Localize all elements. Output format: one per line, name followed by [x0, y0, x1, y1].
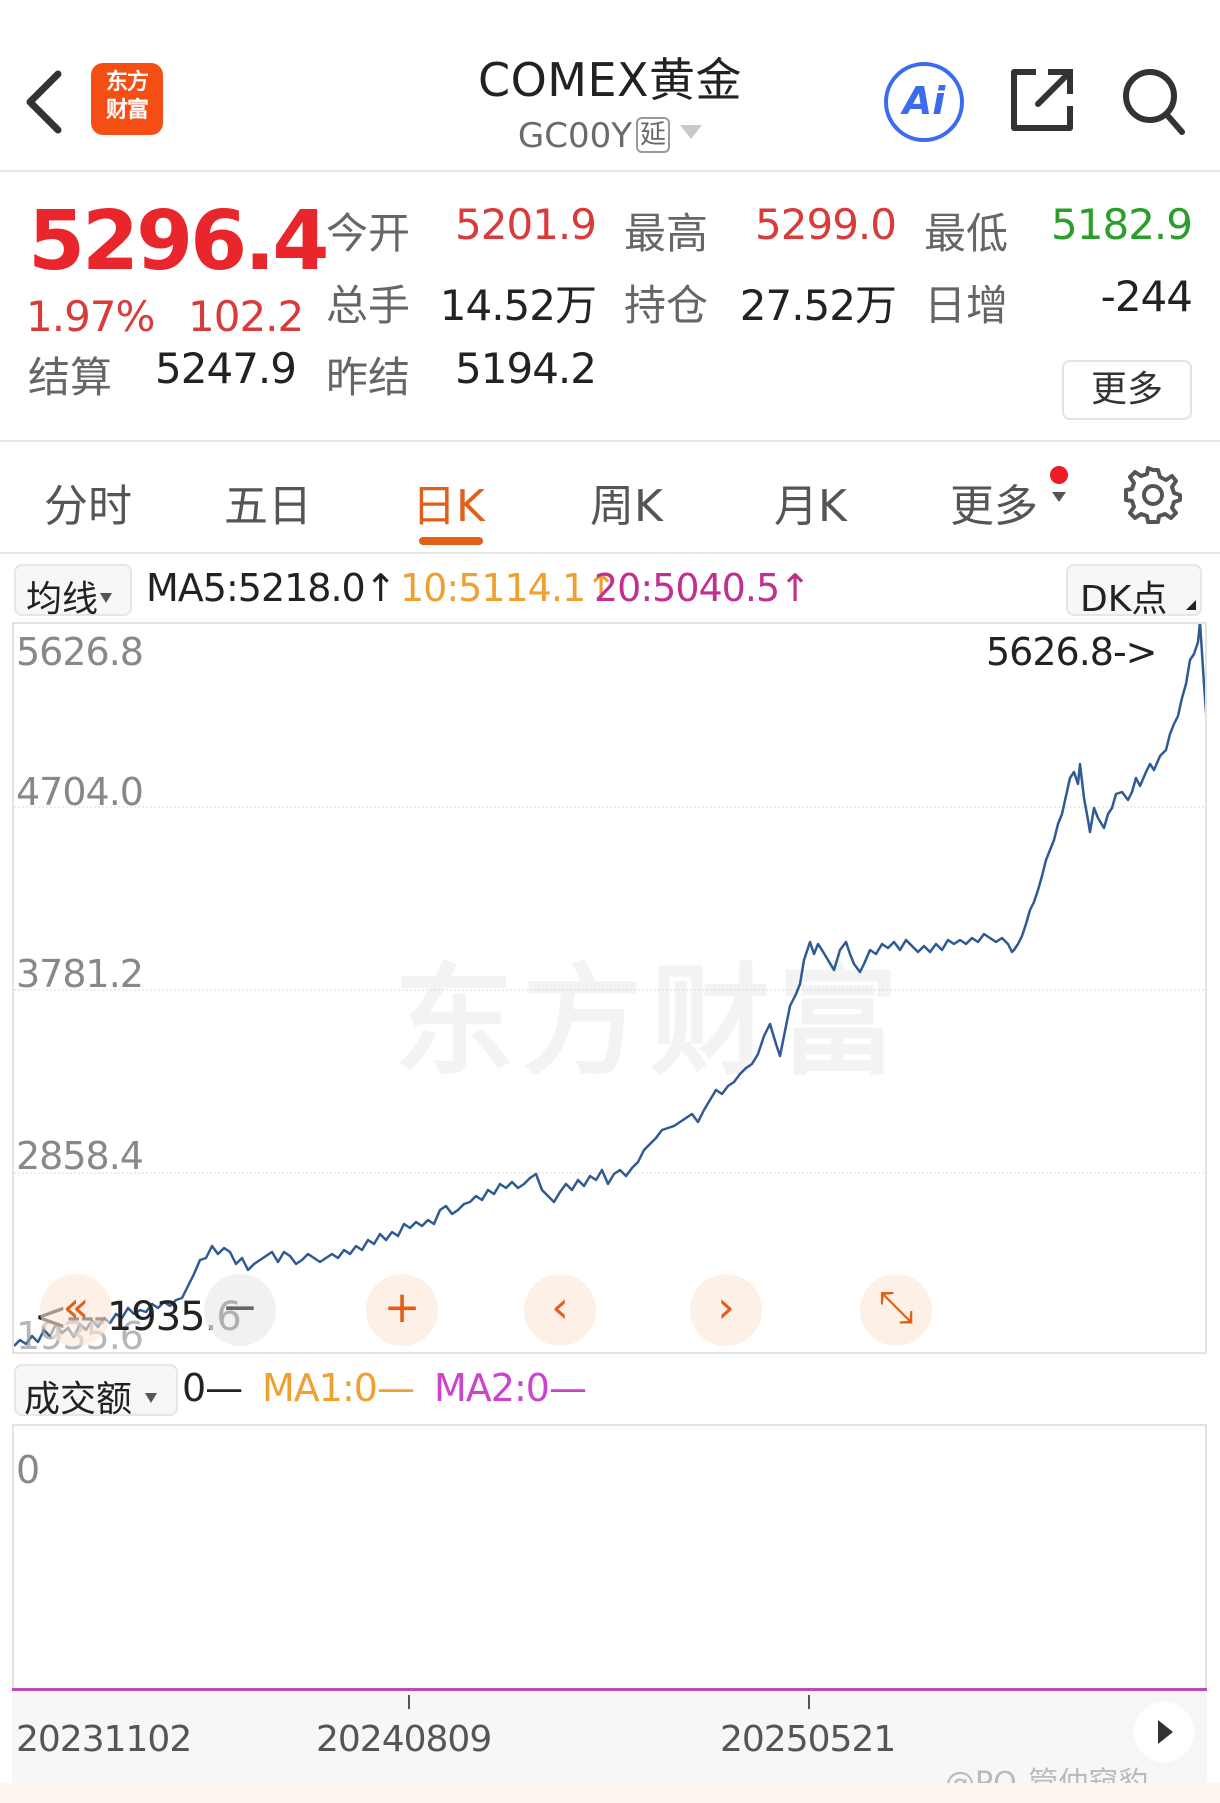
tab-daily-k[interactable]: 日K	[412, 481, 485, 532]
tab-intraday[interactable]: 分时	[44, 481, 132, 532]
ma-selector[interactable]: 均线	[14, 564, 132, 620]
daily-increase-label: 日增	[924, 281, 1009, 330]
instrument-code-row[interactable]: GC00Y 延	[0, 116, 1220, 156]
search-button[interactable]	[1120, 64, 1188, 136]
low-value: 5182.9	[1051, 200, 1193, 249]
quote-more-button[interactable]: 更多	[1062, 360, 1192, 420]
x-axis-label: 20231102	[16, 1719, 192, 1760]
play-icon	[1158, 1720, 1173, 1744]
active-tab-indicator	[419, 537, 483, 545]
high-value: 5299.0	[755, 200, 897, 249]
open-label: 今开	[326, 209, 411, 258]
volume-y-label: 0	[16, 1448, 41, 1492]
low-label: 最低	[924, 209, 1009, 258]
y-axis-label: 4704.0	[16, 770, 144, 814]
turnover-ma2: MA2:0—	[434, 1366, 587, 1410]
dk-point-toggle[interactable]: DK点	[1066, 564, 1202, 620]
instrument-code: GC00Y	[517, 116, 633, 156]
zoom-out-button[interactable]: −	[204, 1274, 276, 1346]
tab-more[interactable]: 更多	[950, 481, 1038, 532]
instrument-name: COMEX黄金	[477, 53, 743, 107]
share-icon	[1011, 69, 1073, 131]
x-tick	[408, 1695, 410, 1709]
volume-indicator-selector[interactable]: 成交额	[14, 1364, 178, 1420]
chart-settings-button[interactable]	[1124, 466, 1182, 524]
fullscreen-button[interactable]: ⤡	[860, 1274, 932, 1346]
volume-selector-label: 成交额	[24, 1379, 133, 1420]
page-title: COMEX黄金	[0, 44, 1220, 110]
y-axis-label: 2858.4	[16, 1134, 144, 1178]
open-value: 5201.9	[455, 200, 597, 249]
change-percent: 1.97%	[26, 292, 155, 341]
more-caret-icon	[1052, 492, 1066, 502]
max-price-marker: 5626.8->	[986, 630, 1158, 674]
settle-value: 5247.9	[155, 344, 297, 393]
dk-point-label: DK点	[1080, 579, 1168, 620]
price-chart[interactable]: 东方财富 5626.8 4704.0 3781.2 2858.4 1935.6 …	[12, 622, 1207, 1354]
y-axis-label: 3781.2	[16, 952, 144, 996]
period-tabs: 分时 五日 日K 周K 月K 更多	[0, 442, 1220, 554]
volume-indicator-bar: 成交额 0— MA1:0— MA2:0—	[0, 1356, 1220, 1422]
dropdown-caret-icon	[145, 1393, 158, 1403]
volume-chart[interactable]: 0	[12, 1424, 1207, 1692]
x-tick	[808, 1695, 810, 1709]
logo-text-line2: 财富	[105, 98, 149, 123]
price-line-plot	[14, 624, 1205, 1347]
share-button[interactable]	[1008, 66, 1076, 134]
zoom-in-button[interactable]: +	[366, 1274, 438, 1346]
search-icon	[1123, 69, 1185, 135]
tab-weekly-k[interactable]: 周K	[590, 481, 663, 532]
volume-ma-line	[12, 1688, 1207, 1691]
volume-value: 14.52万	[439, 281, 597, 330]
open-interest-label: 持仓	[624, 281, 709, 330]
gear-icon	[1124, 466, 1182, 524]
daily-increase-value: -244	[1100, 272, 1193, 321]
change-value: 102.2	[188, 292, 304, 341]
play-forward-button[interactable]	[1134, 1702, 1194, 1762]
dropdown-caret-icon	[680, 125, 703, 139]
x-axis-label: 20250521	[720, 1719, 896, 1760]
ma-selector-label: 均线	[26, 579, 99, 620]
turnover-ma1: MA1:0—	[262, 1366, 415, 1410]
top-nav-bar: 东方 财富 COMEX黄金 GC00Y 延 Ai	[0, 0, 1220, 172]
rewind-button[interactable]: «	[40, 1274, 112, 1346]
chart-watermark: 东方财富	[394, 953, 906, 1092]
tab-five-day[interactable]: 五日	[224, 481, 312, 532]
prev-settle-label: 昨结	[326, 353, 411, 402]
settle-label: 结算	[28, 353, 113, 402]
scroll-right-button[interactable]: ›	[690, 1274, 762, 1346]
back-button[interactable]	[22, 62, 72, 142]
last-price: 5296.4	[28, 194, 329, 289]
ma10-value: 10:5114.1↑	[400, 566, 617, 610]
high-label: 最高	[624, 209, 709, 258]
open-interest-value: 27.52万	[739, 281, 897, 330]
bottom-strip	[0, 1783, 1220, 1803]
ma20-value: 20:5040.5↑	[594, 566, 811, 610]
app-logo[interactable]: 东方 财富	[91, 63, 163, 135]
scroll-left-button[interactable]: ‹	[524, 1274, 596, 1346]
ma-indicator-bar: 均线 MA5:5218.0↑ 10:5114.1↑ 20:5040.5↑ DK点	[0, 556, 1220, 622]
y-axis-label-max: 5626.8	[16, 630, 144, 674]
volume-label: 总手	[326, 281, 411, 330]
delay-tag: 延	[636, 117, 671, 153]
tab-monthly-k[interactable]: 月K	[774, 481, 847, 532]
ma5-value: MA5:5218.0↑	[146, 566, 397, 610]
turnover-value: 0—	[182, 1366, 243, 1410]
prev-settle-value: 5194.2	[455, 344, 597, 393]
quote-panel: 5296.4 1.97% 102.2 今开 5201.9 最高 5299.0 最…	[0, 172, 1220, 442]
logo-text-line1: 东方	[105, 70, 149, 95]
ai-button[interactable]: Ai	[884, 62, 964, 142]
dropdown-caret-icon	[100, 593, 113, 603]
notification-dot	[1050, 466, 1068, 484]
x-axis-label: 20240809	[316, 1719, 492, 1760]
corner-triangle-icon	[1186, 600, 1196, 610]
chevron-left-icon	[26, 70, 62, 134]
